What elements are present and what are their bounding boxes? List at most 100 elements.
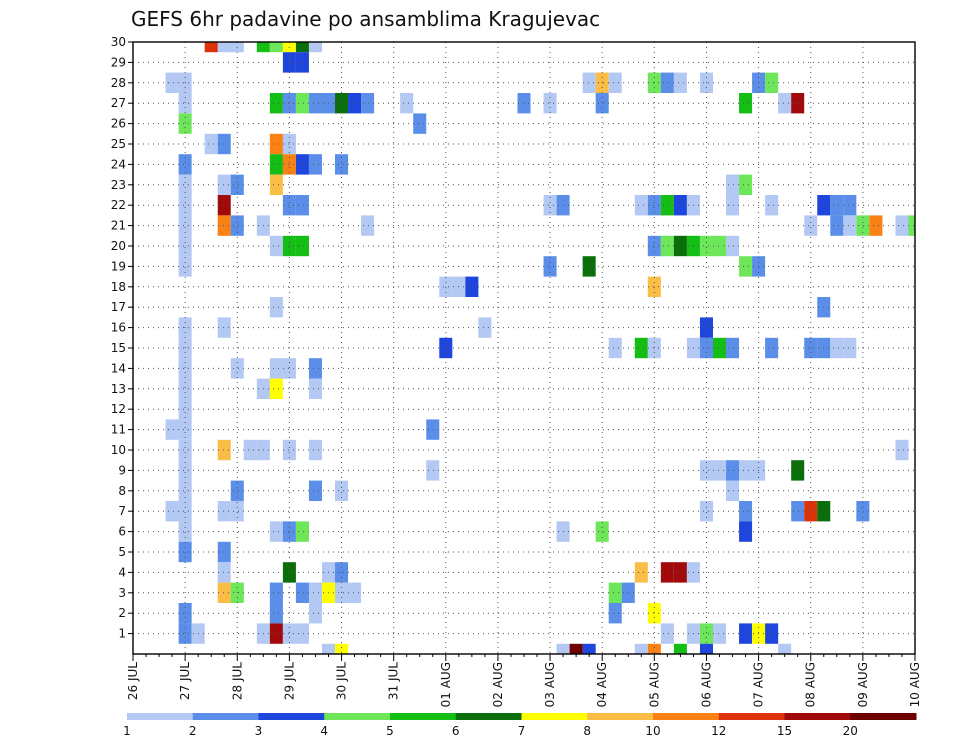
colorbar-label: 12 bbox=[711, 724, 726, 738]
heatmap-cell bbox=[778, 93, 792, 114]
y-axis-ticks: 1234567891011121314151617181920212223242… bbox=[111, 35, 133, 641]
heatmap-cell bbox=[791, 93, 805, 114]
heatmap-cell bbox=[439, 276, 453, 297]
heatmap-cell bbox=[791, 460, 805, 481]
heatmap-cell bbox=[647, 276, 661, 297]
chart-title: GEFS 6hr padavine po ansamblima Kragujev… bbox=[131, 7, 600, 31]
y-tick-label: 7 bbox=[118, 504, 126, 518]
x-tick-label: 04 AUG bbox=[595, 662, 609, 707]
x-tick-label: 07 AUG bbox=[752, 662, 766, 707]
heatmap-cell bbox=[699, 623, 713, 644]
heatmap-cell bbox=[660, 195, 674, 216]
heatmap-cell bbox=[843, 215, 857, 236]
heatmap-cell bbox=[869, 215, 883, 236]
heatmap-cell bbox=[256, 42, 270, 53]
heatmap-cell bbox=[178, 235, 192, 257]
heatmap-cell bbox=[856, 215, 870, 236]
y-tick-label: 28 bbox=[111, 76, 126, 90]
heatmap-cell bbox=[308, 582, 322, 603]
colorbar-label: 6 bbox=[452, 724, 460, 738]
heatmap-cell bbox=[165, 72, 179, 93]
colorbar-label: 5 bbox=[386, 724, 394, 738]
y-tick-label: 9 bbox=[118, 463, 126, 477]
heatmap-cell bbox=[830, 215, 844, 236]
heatmap-cell bbox=[647, 195, 661, 216]
heatmap-cell bbox=[204, 133, 218, 155]
heatmap-cell bbox=[830, 337, 844, 359]
heatmap-cell bbox=[843, 337, 857, 359]
heatmap-cell bbox=[269, 358, 283, 379]
heatmap-cell bbox=[282, 154, 296, 175]
heatmap-cell bbox=[269, 582, 283, 603]
colorbar-label: 10 bbox=[645, 724, 660, 738]
heatmap-cell bbox=[726, 480, 740, 501]
heatmap-cell bbox=[673, 72, 687, 93]
heatmap-cell bbox=[335, 93, 349, 114]
colorbar-label: 7 bbox=[518, 724, 526, 738]
heatmap-cell bbox=[295, 235, 309, 257]
heatmap-cell bbox=[165, 501, 179, 522]
heatmap-cell bbox=[217, 195, 231, 216]
y-tick-label: 17 bbox=[111, 300, 126, 314]
heatmap-cell bbox=[295, 154, 309, 175]
heatmap-cell bbox=[712, 235, 727, 257]
y-tick-label: 8 bbox=[118, 484, 126, 498]
heatmap-cell bbox=[165, 419, 179, 440]
heatmap-cell bbox=[217, 582, 231, 603]
heatmap-cell bbox=[699, 501, 713, 522]
heatmap-cell bbox=[582, 72, 596, 93]
heatmap-cell bbox=[282, 133, 296, 155]
heatmap-cell bbox=[335, 480, 349, 501]
heatmap-cell bbox=[739, 256, 753, 277]
heatmap-cell bbox=[217, 317, 231, 338]
x-tick-label: 28 JUL bbox=[230, 662, 244, 700]
heatmap-cell bbox=[335, 643, 349, 654]
heatmap-cell bbox=[634, 643, 648, 654]
heatmap-cell bbox=[269, 603, 283, 624]
heatmap-cell bbox=[712, 460, 727, 481]
x-tick-label: 31 JUL bbox=[387, 662, 401, 700]
y-tick-label: 25 bbox=[111, 137, 126, 151]
heatmap-cell bbox=[361, 93, 375, 114]
heatmap-cell bbox=[282, 521, 296, 542]
heatmap-cell bbox=[843, 195, 857, 216]
heatmap-cell bbox=[178, 378, 192, 399]
y-tick-label: 16 bbox=[111, 321, 126, 335]
heatmap-cell bbox=[660, 235, 674, 257]
heatmap-cell bbox=[778, 643, 792, 654]
heatmap-cell bbox=[543, 195, 557, 216]
heatmap-cell bbox=[647, 643, 661, 654]
y-tick-label: 11 bbox=[111, 423, 126, 437]
heatmap-cell bbox=[791, 501, 805, 522]
heatmap-cell bbox=[804, 215, 818, 236]
colorbar-swatch bbox=[653, 713, 720, 720]
x-tick-label: 30 JUL bbox=[335, 662, 349, 700]
heatmap-cell bbox=[282, 93, 296, 114]
heatmap-cell bbox=[178, 93, 192, 114]
heatmap-cell bbox=[673, 562, 687, 583]
heatmap-cells bbox=[165, 42, 915, 654]
heatmap-cell bbox=[308, 439, 322, 461]
heatmap-cell bbox=[426, 460, 440, 481]
colorbar-label: 8 bbox=[583, 724, 591, 738]
heatmap-cell bbox=[765, 195, 779, 216]
colorbar-swatch bbox=[784, 713, 851, 720]
heatmap-cell bbox=[178, 358, 192, 379]
colorbar-swatch bbox=[324, 713, 391, 720]
colorbar-label: 3 bbox=[255, 724, 263, 738]
heatmap-cell bbox=[321, 643, 336, 654]
heatmap-cell bbox=[282, 358, 296, 379]
heatmap-cell bbox=[673, 195, 687, 216]
heatmap-cell bbox=[204, 42, 218, 53]
heatmap-cell bbox=[660, 562, 674, 583]
y-tick-label: 19 bbox=[111, 259, 126, 273]
heatmap-cell bbox=[295, 195, 309, 216]
heatmap-cell bbox=[269, 521, 283, 542]
heatmap-cell bbox=[647, 235, 661, 257]
heatmap-cell bbox=[178, 419, 192, 440]
y-tick-label: 14 bbox=[111, 361, 126, 375]
heatmap-cell bbox=[269, 154, 283, 175]
colorbar-swatch bbox=[455, 713, 522, 720]
heatmap-cell bbox=[178, 460, 192, 481]
heatmap-cell bbox=[178, 174, 192, 195]
